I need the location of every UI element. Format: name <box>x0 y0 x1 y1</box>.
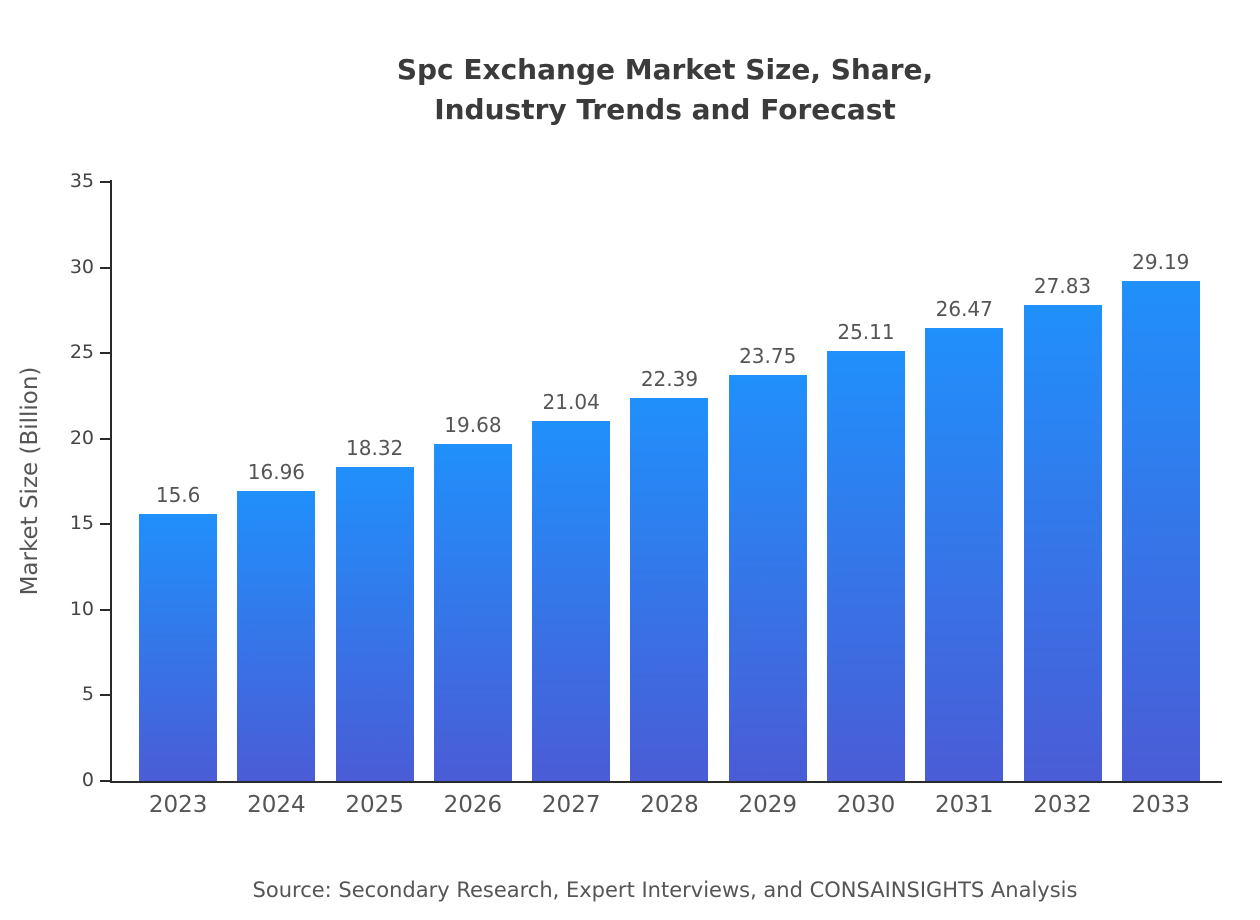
x-tick-label: 2031 <box>934 792 994 818</box>
bar-value-label: 18.32 <box>346 436 404 461</box>
bar-value-label: 22.39 <box>640 366 699 391</box>
y-axis-label: Market Size (Billion) <box>17 366 43 596</box>
y-tick-mark <box>100 352 110 355</box>
x-tick-label: 2024 <box>247 792 306 818</box>
x-tick-label: 2030 <box>836 792 896 818</box>
bar-slot: 18.32 <box>326 182 424 781</box>
x-tick-label: 2029 <box>738 792 797 818</box>
y-tick-mark <box>100 181 110 183</box>
y-tick-mark <box>100 608 110 611</box>
bar-value-label: 19.68 <box>444 413 502 438</box>
y-tick-label: 0 <box>81 769 94 791</box>
bar: 21.04 <box>532 390 611 781</box>
y-tick-label: 10 <box>69 597 94 620</box>
bar-slot: 26.47 <box>915 182 1013 781</box>
y-tick-label: 35 <box>69 170 94 192</box>
x-tick-label: 2025 <box>345 792 404 818</box>
x-tick-label: 2032 <box>1033 792 1092 818</box>
y-tick-label: 30 <box>69 255 94 278</box>
bar: 27.83 <box>1023 274 1102 781</box>
bar: 16.96 <box>237 460 316 781</box>
bar-slot: 27.83 <box>1013 182 1111 781</box>
x-tick-label: 2028 <box>640 792 699 818</box>
y-tick-label: 15 <box>69 512 94 535</box>
bar-value-label: 27.83 <box>1033 273 1092 298</box>
bar: 29.19 <box>1121 250 1200 781</box>
y-tick-label: 25 <box>69 341 94 364</box>
bar-value-label: 16.96 <box>247 459 306 484</box>
bars: 15.6 16.96 18.32 19.68 21.04 22.39 23.75 25.11 2… <box>129 182 1210 781</box>
bar-slot: 19.68 <box>424 182 522 781</box>
bar-slot: 15.6 <box>129 182 227 781</box>
bar: 25.11 <box>826 320 905 781</box>
source-text: Source: Secondary Research, Expert Inter… <box>252 878 1078 902</box>
bar: 18.32 <box>335 436 414 781</box>
bar-slot: 22.39 <box>620 182 718 781</box>
bar: 15.6 <box>139 483 218 781</box>
y-tick-mark <box>100 780 110 782</box>
bar-slot: 25.11 <box>817 182 915 781</box>
chart-title-line2: Industry Trends and Forecast <box>434 93 896 126</box>
bar-slot: 21.04 <box>522 182 620 781</box>
chart-title: Spc Exchange Market Size, Share, Industr… <box>110 50 1220 130</box>
x-tick-labels: 2023 2024 2025 2026 2027 2028 2029 2030 2031 2032… <box>129 792 1210 818</box>
y-tick-mark <box>100 437 110 440</box>
bar: 23.75 <box>728 344 807 781</box>
bar: 22.39 <box>630 367 709 781</box>
x-tick-label: 2027 <box>541 792 601 818</box>
x-tick-label: 2023 <box>148 792 208 818</box>
y-tick-mark <box>100 523 110 526</box>
bar-slot: 29.19 <box>1112 182 1210 781</box>
bar-value-label: 15.6 <box>155 483 201 508</box>
bar-value-label: 25.11 <box>837 320 895 345</box>
bar: 19.68 <box>433 413 512 781</box>
bar-value-label: 29.19 <box>1132 250 1190 275</box>
chart-title-line1: Spc Exchange Market Size, Share, <box>396 53 934 86</box>
y-tick-mark <box>100 266 110 269</box>
bar: 26.47 <box>925 297 1004 781</box>
bar-value-label: 21.04 <box>542 389 600 414</box>
x-tick-label: 2033 <box>1131 792 1191 818</box>
x-tick-label: 2026 <box>443 792 503 818</box>
y-tick-label: 20 <box>69 426 94 449</box>
bar-slot: 23.75 <box>719 182 817 781</box>
y-tick-label: 5 <box>81 683 94 706</box>
y-axis-line <box>110 180 112 783</box>
y-tick-mark <box>100 694 110 697</box>
bar-slot: 16.96 <box>227 182 325 781</box>
x-axis-line <box>110 781 1222 783</box>
bar-value-label: 26.47 <box>935 297 993 321</box>
bar-value-label: 23.75 <box>739 343 797 368</box>
